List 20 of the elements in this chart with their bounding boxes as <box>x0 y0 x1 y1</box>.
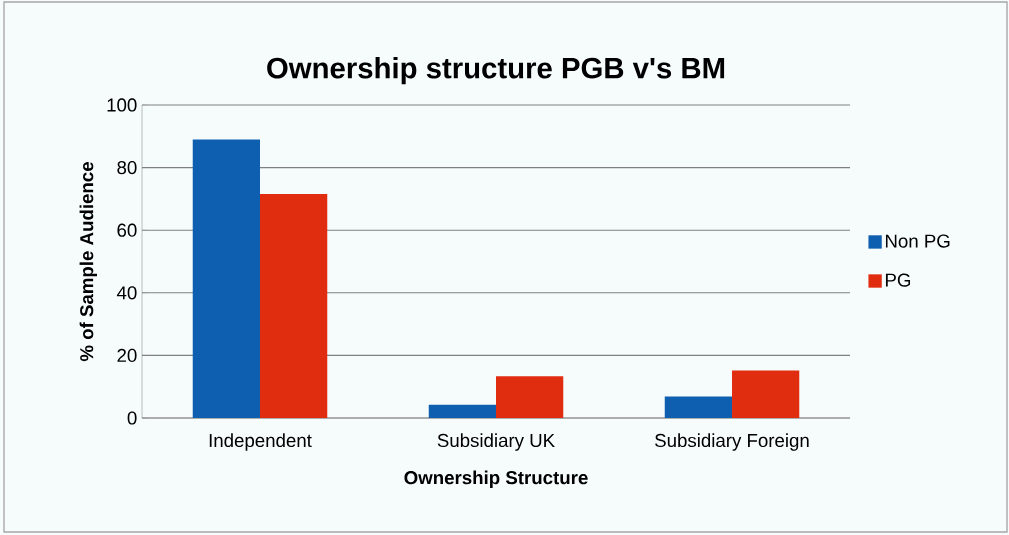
y-tick-label: 60 <box>117 223 137 237</box>
y-tick-label: 40 <box>116 286 137 300</box>
bar <box>732 370 800 418</box>
x-tick-label: Subsidiary UK <box>437 433 555 451</box>
legend-label: Non PG <box>885 234 950 248</box>
y-tick-label: 0 <box>127 411 137 425</box>
chart-title: Ownership structure PGB v's BM <box>267 56 725 85</box>
y-tick-label: 80 <box>117 160 137 175</box>
bar <box>496 376 564 418</box>
legend-label: PG <box>885 273 911 287</box>
x-tick-label: Independent <box>209 433 312 451</box>
bar <box>428 404 497 418</box>
y-tick-label: 20 <box>117 348 137 363</box>
bar <box>192 139 260 418</box>
x-tick-label: Subsidiary Foreign <box>655 433 809 451</box>
y-axis-title: % of Sample Audience <box>79 162 97 362</box>
y-tick-label: 100 <box>107 98 137 112</box>
x-axis-title: Ownership Structure <box>404 470 588 488</box>
bar <box>664 396 733 418</box>
bar <box>260 193 328 418</box>
